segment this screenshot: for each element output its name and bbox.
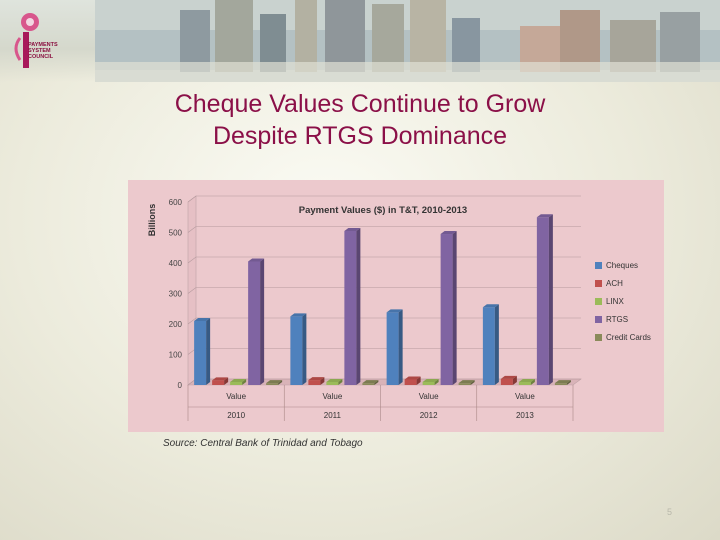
legend-swatch <box>595 334 602 341</box>
logo-line-2: SYSTEM <box>28 48 51 54</box>
payments-council-logo <box>10 8 70 74</box>
logo-mark-icon <box>14 13 39 68</box>
source-note: Source: Central Bank of Trinidad and Tob… <box>163 438 363 449</box>
bar-linx-2011 <box>326 378 343 385</box>
x-tick-label: Value <box>515 392 535 401</box>
y-tick-label: 300 <box>169 290 183 299</box>
y-tick-label: 100 <box>169 351 183 360</box>
bar-cheques-2011 <box>290 313 307 385</box>
gridline <box>187 226 581 233</box>
bar-cheques-2010 <box>194 317 211 385</box>
bar-credit-cards-2013 <box>554 380 571 385</box>
legend-label: Credit Cards <box>606 333 651 342</box>
bar-rtgs-2010 <box>248 258 265 385</box>
bar-cheques-2013 <box>482 304 499 385</box>
title-line-1: Cheque Values Continue to Grow <box>174 90 546 118</box>
gridline <box>187 287 581 294</box>
x-group-label: 2010 <box>227 411 245 420</box>
bar-rtgs-2012 <box>440 231 457 385</box>
bar-rtgs-2011 <box>344 227 361 385</box>
bar-linx-2012 <box>422 378 439 385</box>
bar-ach-2011 <box>308 377 325 385</box>
legend-label: LINX <box>606 297 624 306</box>
x-group-label: 2011 <box>324 411 342 420</box>
chart-panel: 0 100 200 300 400 500 600 Value 2010 Value 2011 Va… <box>128 180 664 432</box>
bars <box>194 214 571 385</box>
bar-credit-cards-2012 <box>458 380 475 385</box>
plot-floor-and-walls <box>187 195 582 386</box>
y-tick-labels: 0 100 200 300 400 500 600 <box>169 198 183 390</box>
bar-ach-2010 <box>212 377 229 385</box>
gridline <box>187 317 581 325</box>
gridlines <box>187 195 581 386</box>
x-group-label: 2012 <box>420 411 438 420</box>
x-tick-label: Value <box>419 392 439 401</box>
bar-credit-cards-2011 <box>362 380 379 385</box>
bar-linx-2010 <box>230 378 247 385</box>
logo-line-3: COUNCIL <box>28 54 54 60</box>
legend-swatch <box>595 262 602 269</box>
bar-ach-2013 <box>500 375 517 385</box>
x-tick-label: Value <box>226 392 246 401</box>
legend-swatch <box>595 298 602 305</box>
y-tick-label: 600 <box>169 198 183 207</box>
legend-swatch <box>595 316 602 323</box>
y-tick-label: 0 <box>178 381 183 390</box>
title-line-2: Despite RTGS Dominance <box>212 122 508 150</box>
y-tick-label: 200 <box>169 320 183 329</box>
y-axis-label: Billions <box>147 204 157 237</box>
gridline <box>187 256 581 264</box>
legend-label: Cheques <box>606 261 638 270</box>
page-number: 5 <box>667 507 673 517</box>
legend: Cheques ACH LINX RTGS Credit Cards <box>595 261 651 342</box>
bar-linx-2013 <box>518 378 535 385</box>
x-tick-labels: Value 2010 Value 2011 Value 2012 Value 2013 <box>187 385 574 421</box>
logo-line-1: PAYMENTS <box>28 42 58 48</box>
logo-text: PAYMENTS SYSTEM COUNCIL <box>28 42 72 60</box>
bar-ach-2012 <box>404 376 421 385</box>
gridline <box>187 348 581 355</box>
bar-rtgs-2013 <box>536 214 553 385</box>
legend-swatch <box>595 280 602 287</box>
x-group-label: 2013 <box>516 411 534 420</box>
legend-label: ACH <box>606 279 623 288</box>
city-skyline-image <box>95 0 720 82</box>
bar-credit-cards-2010 <box>266 380 283 385</box>
y-tick-label: 500 <box>169 229 183 238</box>
slide-title: Cheque Values Continue to Grow Despite R… <box>100 88 620 152</box>
bar-cheques-2012 <box>386 309 403 385</box>
x-tick-label: Value <box>322 392 342 401</box>
y-tick-label: 400 <box>169 259 183 268</box>
legend-label: RTGS <box>606 315 628 324</box>
gridline <box>187 195 581 203</box>
chart-title: Payment Values ($) in T&T, 2010-2013 <box>299 205 467 216</box>
header-banner <box>0 0 720 82</box>
